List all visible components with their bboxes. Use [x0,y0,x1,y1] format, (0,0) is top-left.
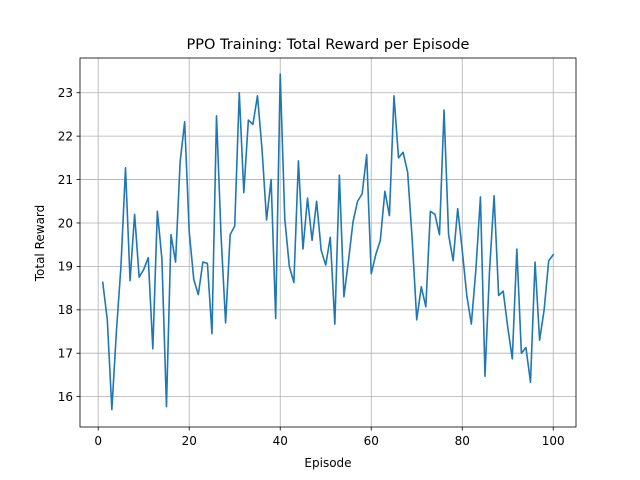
plot-area [101,73,555,411]
x-tick-label: 0 [94,434,102,448]
x-tick-label: 40 [273,434,288,448]
y-tick-label: 17 [58,347,73,361]
x-axis-label: Episode [304,456,351,470]
x-tick-label: 60 [364,434,379,448]
y-tick-label: 23 [58,86,73,100]
y-tick-label: 19 [58,260,73,274]
y-tick-label: 21 [58,173,73,187]
y-tick-label: 20 [58,216,73,230]
reward-series-line [101,73,555,411]
y-tick-label: 18 [58,303,73,317]
grid [80,58,576,427]
y-tick-label: 22 [58,129,73,143]
y-tick-label: 16 [58,390,73,404]
y-axis-label: Total Reward [33,205,47,283]
axis-ticks: 0 20 40 60 80 100 16 17 18 19 20 21 22 23 [58,86,565,448]
chart-title: PPO Training: Total Reward per Episode [187,37,470,53]
axes-frame [79,57,577,428]
x-tick-label: 100 [542,434,565,448]
x-tick-label: 20 [182,434,197,448]
x-tick-label: 80 [455,434,470,448]
